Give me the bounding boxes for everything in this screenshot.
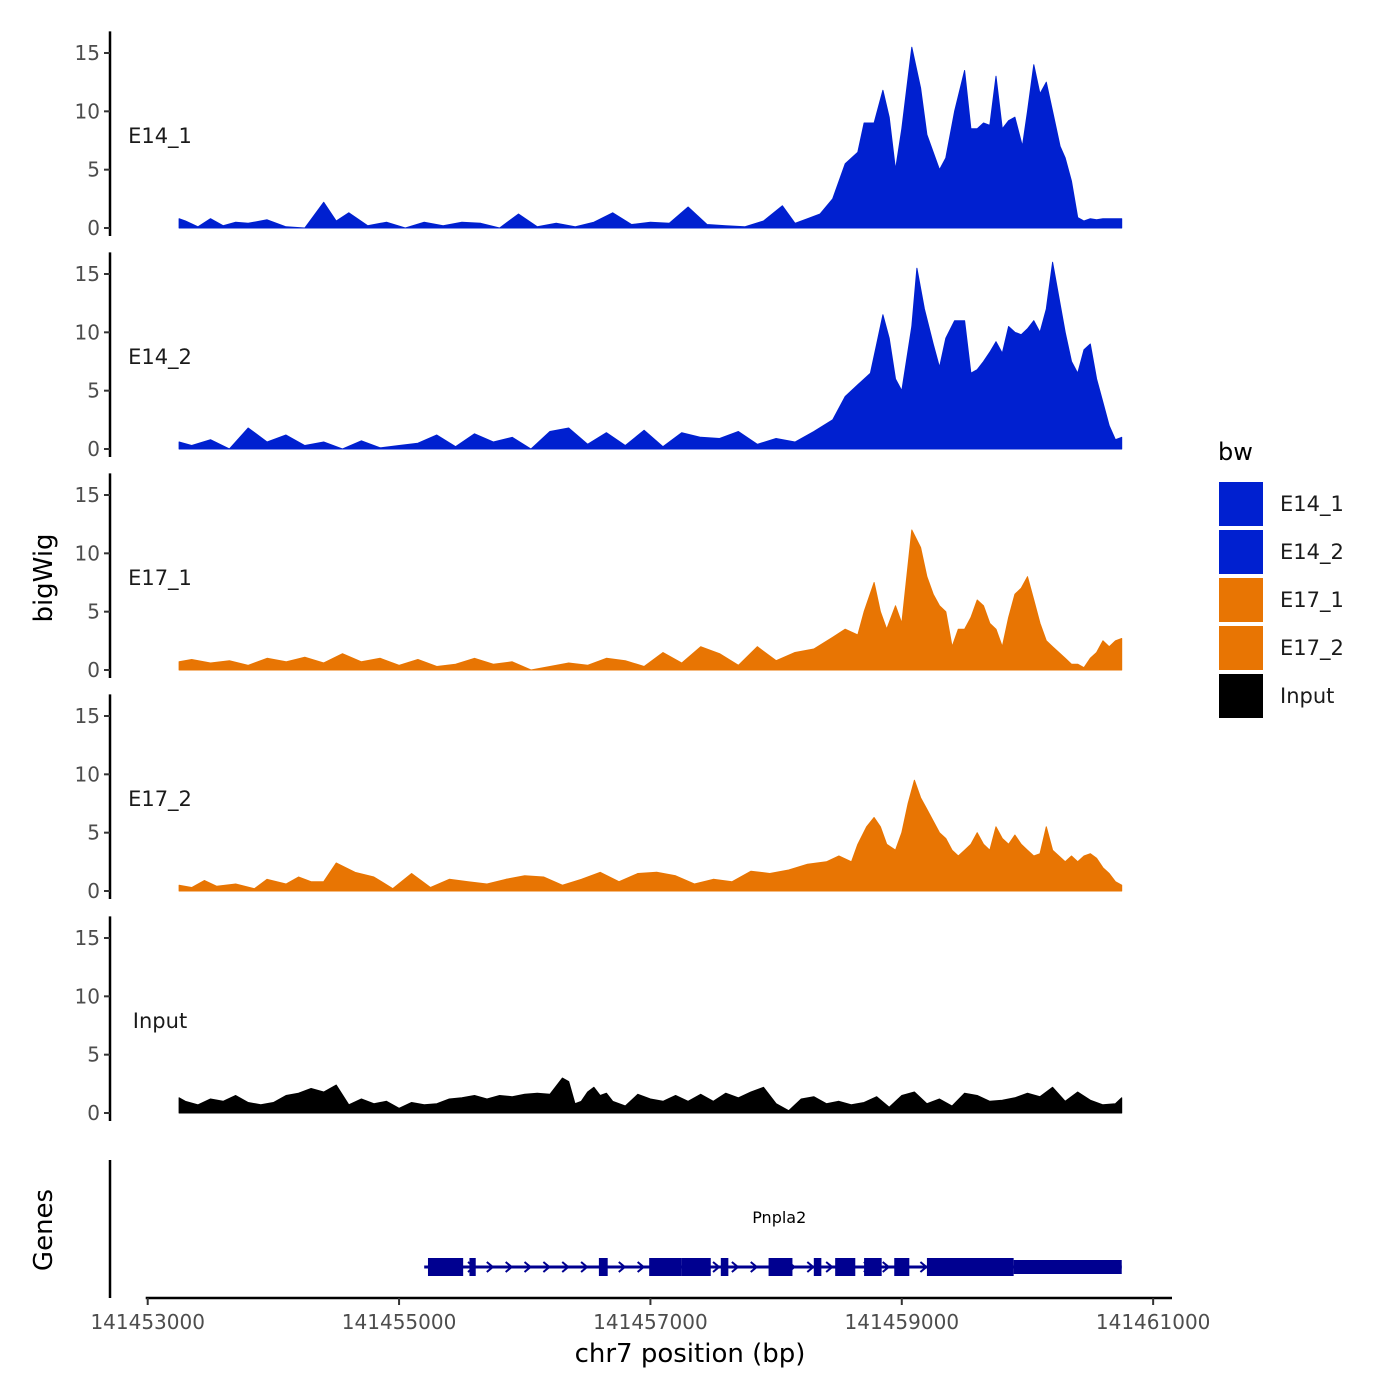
strand-arrow <box>505 1261 514 1273</box>
legend-swatch-E17_1 <box>1217 576 1265 624</box>
strand-arrow <box>486 1261 495 1273</box>
legend-swatch-E14_2 <box>1217 528 1265 576</box>
area-Input <box>178 1077 1123 1114</box>
y-tick-label: 0 <box>87 1101 100 1125</box>
y-tick-label: 15 <box>75 41 100 65</box>
x-tick-label: 141453000 <box>90 1310 205 1334</box>
gene-exon <box>926 1258 1014 1276</box>
x-tick-label: 141455000 <box>342 1310 457 1334</box>
track-E14_1: 0 5 10 15 E14_1 <box>75 31 1123 240</box>
y-tick-label: 0 <box>87 879 100 903</box>
area-E14_2 <box>178 261 1123 450</box>
area-E14_1 <box>178 46 1123 229</box>
x-axis: 141453000 141455000 141457000 141459000 1414… <box>90 1296 1211 1334</box>
genes-axis-title: Genes <box>29 1189 59 1271</box>
strand-arrow <box>618 1261 627 1273</box>
strand-arrow <box>919 1261 928 1273</box>
gene-name-label: Pnpla2 <box>752 1208 806 1227</box>
y-tick-label: 15 <box>75 262 100 286</box>
y-tick-label: 10 <box>75 762 100 786</box>
y-tick-label: 5 <box>87 821 100 845</box>
y-axis-title: bigWig <box>29 533 59 622</box>
y-tick-label: 10 <box>75 320 100 344</box>
track-E17_1: 0 5 10 15 E17_1 <box>75 473 1123 682</box>
legend-swatch-Input <box>1217 672 1265 720</box>
x-axis-title: chr7 position (bp) <box>575 1339 806 1369</box>
area-E17_1 <box>178 529 1123 671</box>
strand-arrow <box>731 1261 740 1273</box>
track-Input: 0 5 10 15 Input <box>75 916 1123 1125</box>
x-tick-label: 141457000 <box>593 1310 708 1334</box>
gene-exon <box>598 1258 608 1276</box>
strand-arrow <box>523 1261 533 1273</box>
gene-exon <box>813 1258 822 1276</box>
gene-exon <box>427 1258 464 1276</box>
y-tick-label: 15 <box>75 483 100 507</box>
strand-arrow <box>542 1261 551 1273</box>
gene-exon <box>649 1258 682 1276</box>
track-label: E17_1 <box>128 566 192 591</box>
y-tick-label: 10 <box>75 984 100 1008</box>
y-tick-label: 5 <box>87 158 100 182</box>
y-tick-label: 0 <box>87 216 100 240</box>
strand-arrow <box>561 1261 570 1273</box>
track-label: E17_2 <box>128 787 192 812</box>
track-label: E14_2 <box>128 345 192 370</box>
y-tick-label: 0 <box>87 658 100 682</box>
legend-swatch-E14_1 <box>1217 480 1265 528</box>
gene-exon <box>720 1258 729 1276</box>
strand-arrow <box>882 1261 891 1273</box>
y-tick-label: 15 <box>75 926 100 950</box>
gene-track: Pnpla2 <box>108 1160 1122 1298</box>
y-tick-label: 10 <box>75 99 100 123</box>
strand-arrow <box>636 1261 646 1273</box>
strand-arrow <box>806 1261 815 1273</box>
track-label: Input <box>133 1009 187 1033</box>
gene-exon <box>1013 1260 1122 1274</box>
y-tick-label: 5 <box>87 379 100 403</box>
signal-tracks: 0 5 10 15 E14_1 0 5 10 15 E14_2 0 5 10 15 E17_1 0 5 10 15 E… <box>75 31 1123 1125</box>
y-tick-label: 5 <box>87 1043 100 1067</box>
track-E17_2: 0 5 10 15 E17_2 <box>75 694 1123 903</box>
legend-label-E17_1: E17_1 <box>1280 588 1344 613</box>
gene-exon <box>864 1258 882 1276</box>
legend-label-E14_1: E14_1 <box>1280 492 1344 517</box>
x-tick-label: 141461000 <box>1096 1310 1211 1334</box>
gene-exon <box>681 1258 711 1276</box>
y-tick-label: 0 <box>87 437 100 461</box>
track-E14_2: 0 5 10 15 E14_2 <box>75 252 1123 461</box>
gene-exon <box>768 1258 793 1276</box>
strand-arrow <box>580 1261 589 1273</box>
legend-label-E17_2: E17_2 <box>1280 636 1344 661</box>
area-E17_2 <box>178 779 1123 892</box>
strand-arrow <box>825 1261 834 1273</box>
strand-arrow <box>712 1261 721 1273</box>
track-label: E14_1 <box>128 124 192 149</box>
y-tick-label: 15 <box>75 704 100 728</box>
legend-swatch-E17_2 <box>1217 624 1265 672</box>
gene-exon <box>894 1258 910 1276</box>
legend: bw E14_1 E14_2 E17_1 E17_2 Input <box>1217 438 1344 720</box>
strand-arrow <box>750 1261 759 1273</box>
gene-exon <box>469 1258 476 1276</box>
x-tick-label: 141459000 <box>845 1310 960 1334</box>
legend-title: bw <box>1218 438 1253 466</box>
y-tick-label: 5 <box>87 600 100 624</box>
y-tick-label: 10 <box>75 541 100 565</box>
legend-label-E14_2: E14_2 <box>1280 540 1344 565</box>
legend-label-Input: Input <box>1280 684 1334 708</box>
gene-exon <box>835 1258 856 1276</box>
